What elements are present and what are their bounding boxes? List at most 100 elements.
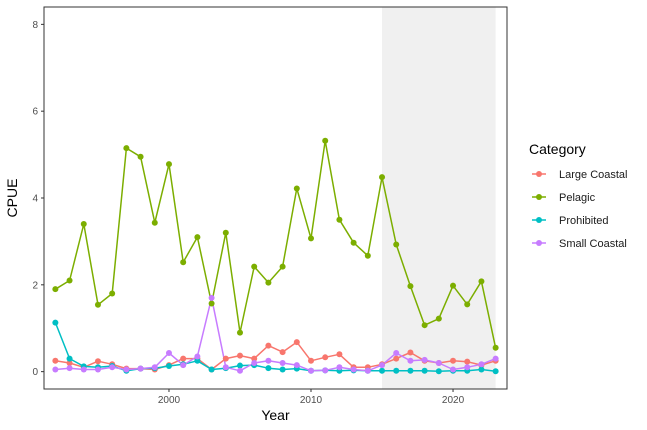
x-axis-title: Year [261,407,290,423]
data-point [279,366,286,373]
data-point [165,349,172,356]
data-point [464,358,471,365]
data-point [180,355,187,362]
data-point [293,339,300,346]
data-point [379,367,386,374]
x-tick-label: 2010 [300,395,323,406]
data-point [251,355,258,362]
data-point [350,239,357,246]
data-point [322,367,329,374]
legend-label: Small Coastal [559,238,627,250]
data-point [478,366,485,373]
series-points [52,137,499,375]
data-point [66,277,73,284]
data-point [251,263,258,270]
data-point [421,322,428,329]
data-point [236,329,243,336]
data-point [435,315,442,322]
legend-key-point [536,171,542,177]
data-point [464,364,471,371]
data-point [94,366,101,373]
data-point [52,366,59,373]
data-point [151,219,158,226]
data-point [279,349,286,356]
data-point [66,365,73,372]
data-point [450,282,457,289]
data-point [407,283,414,290]
data-point [393,349,400,356]
legend-key-3 [532,240,546,246]
data-point [478,361,485,368]
data-point [222,355,229,362]
data-point [407,349,414,356]
data-point [478,278,485,285]
y-tick-label: 4 [32,194,38,205]
x-axis: 2000 2010 2020 [158,389,465,406]
data-point [450,357,457,364]
data-point [208,294,215,301]
data-point [336,364,343,371]
data-point [137,153,144,160]
data-point [293,362,300,369]
y-tick-label: 0 [32,367,38,378]
data-point [393,367,400,374]
data-point [279,263,286,270]
data-point [80,366,87,373]
data-point [194,353,201,360]
data-point [236,362,243,369]
data-point [208,366,215,373]
data-point [123,145,130,152]
data-point [236,367,243,374]
y-tick-label: 6 [32,107,38,118]
data-point [236,352,243,359]
data-point [265,279,272,286]
data-point [265,365,272,372]
data-point [123,366,130,373]
x-tick-label: 2020 [442,395,465,406]
legend: Category Large Coastal Pelagic Prohibited S… [529,141,628,250]
data-point [450,366,457,373]
data-point [52,357,59,364]
y-tick-label: 2 [32,280,38,291]
data-point [364,367,371,374]
data-point [350,366,357,373]
data-point [52,286,59,293]
data-point [94,358,101,365]
legend-label: Large Coastal [559,169,628,181]
data-point [308,235,315,242]
data-point [421,367,428,374]
data-point [293,185,300,192]
data-point [251,359,258,366]
data-point [308,367,315,374]
legend-key-point [536,240,542,246]
legend-label: Pelagic [559,192,596,204]
legend-title: Category [529,141,586,157]
data-point [80,221,87,228]
data-point [492,344,499,351]
legend-key-0 [532,171,546,177]
data-point [393,241,400,248]
data-point [180,362,187,369]
shaded-region [382,7,496,389]
legend-key-point [536,194,542,200]
data-point [66,355,73,362]
data-point [109,364,116,371]
data-point [52,319,59,326]
data-point [336,351,343,358]
y-axis-title: CPUE [4,179,20,218]
data-point [407,367,414,374]
data-point [322,354,329,361]
data-point [109,290,116,297]
legend-label: Prohibited [559,215,609,227]
data-point [435,368,442,375]
legend-key-point [536,217,542,223]
data-point [180,259,187,266]
x-tick-label: 2000 [158,395,181,406]
data-point [265,357,272,364]
data-point [308,357,315,364]
data-point [279,359,286,366]
data-point [435,359,442,366]
data-point [222,229,229,236]
data-point [94,301,101,308]
